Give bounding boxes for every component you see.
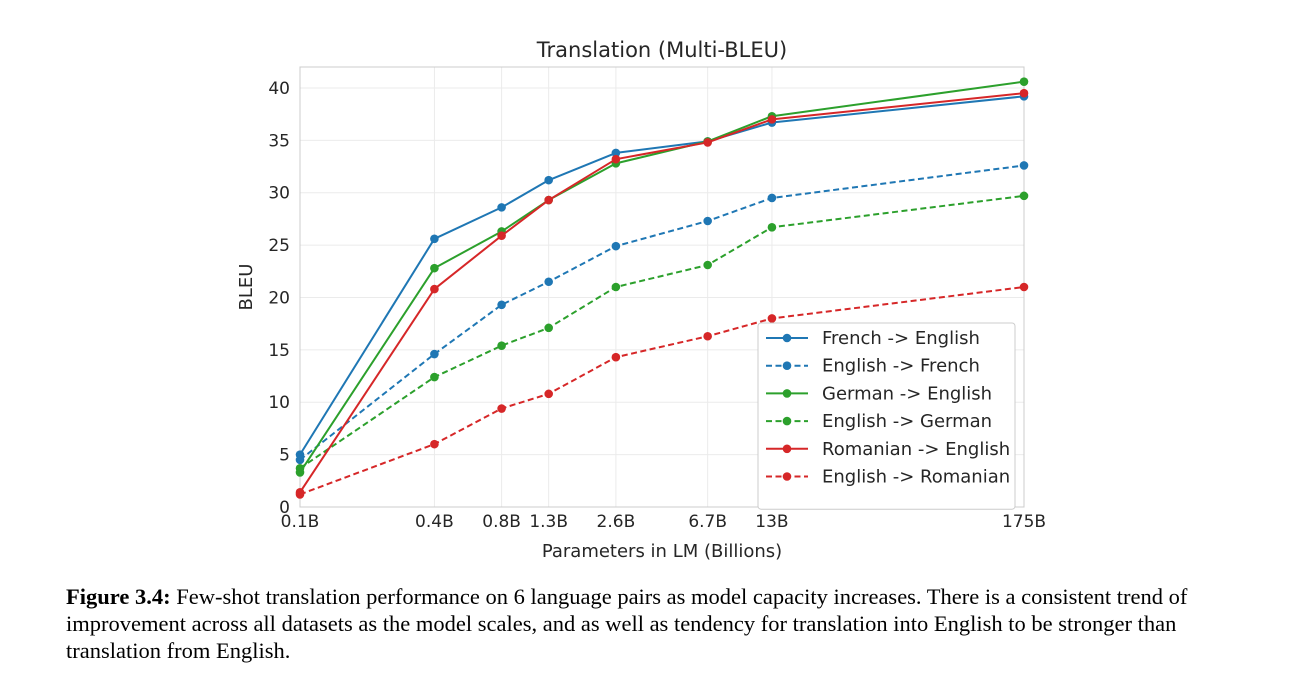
data-point bbox=[430, 284, 439, 294]
data-point bbox=[497, 203, 506, 212]
data-point bbox=[544, 195, 553, 205]
legend-label: Romanian -> English bbox=[822, 439, 1010, 460]
y-tick-label: 25 bbox=[268, 236, 290, 256]
y-tick-label: 15 bbox=[268, 341, 290, 361]
data-point bbox=[295, 490, 305, 499]
data-point bbox=[703, 138, 712, 147]
data-point bbox=[430, 234, 439, 244]
legend: French -> English English -> French German… bbox=[757, 322, 1016, 510]
data-point bbox=[1019, 282, 1029, 292]
x-tick-label: 6.7B bbox=[688, 512, 727, 532]
data-point bbox=[611, 241, 621, 251]
x-tick-label: 13B bbox=[755, 512, 788, 532]
axes: 0 5 10 15 20 25 30 35 40 0.1B 0.4B 0.8B 1.3B 2.6B 6.7B… bbox=[268, 66, 1046, 532]
series bbox=[295, 88, 1029, 497]
data-point bbox=[703, 331, 712, 341]
x-tick-label: 0.8B bbox=[482, 512, 521, 532]
legend-marker bbox=[782, 444, 792, 454]
data-point bbox=[430, 349, 439, 359]
data-point bbox=[497, 231, 506, 240]
data-point bbox=[1019, 77, 1029, 86]
caption-text: Few-shot translation performance on 6 la… bbox=[66, 584, 1188, 663]
data-point bbox=[544, 323, 553, 333]
legend-item: Romanian -> English bbox=[766, 439, 1010, 460]
chart-title: Translation (Multi-BLEU) bbox=[536, 38, 787, 62]
legend-item: English -> Romanian bbox=[766, 467, 1010, 488]
series-line bbox=[299, 164, 1025, 461]
legend-box bbox=[757, 322, 1016, 510]
x-tick-label: 0.1B bbox=[281, 512, 320, 532]
legend-item: English -> German bbox=[766, 411, 992, 432]
legend-label: French -> English bbox=[822, 328, 980, 349]
legend-item: French -> English bbox=[766, 328, 980, 349]
legend-label: English -> Romanian bbox=[822, 467, 1010, 488]
legend-marker bbox=[782, 472, 792, 481]
figure-caption: Figure 3.4: Few-shot translation perform… bbox=[66, 583, 1241, 664]
data-point bbox=[703, 216, 712, 226]
data-point bbox=[497, 404, 506, 413]
data-point bbox=[544, 175, 553, 185]
legend-marker bbox=[782, 361, 792, 371]
caption-label: Figure 3.4: bbox=[66, 584, 171, 609]
y-tick-label: 30 bbox=[268, 184, 290, 204]
series bbox=[295, 161, 1029, 465]
legend-marker bbox=[782, 389, 792, 398]
legend-marker bbox=[782, 333, 792, 343]
x-tick-label: 0.4B bbox=[415, 512, 454, 532]
series-line bbox=[299, 194, 1025, 470]
data-point bbox=[295, 463, 305, 473]
data-point bbox=[767, 193, 777, 203]
legend-label: English -> German bbox=[822, 411, 992, 432]
data-point bbox=[611, 148, 621, 158]
y-tick-label: 5 bbox=[279, 446, 290, 466]
y-axis-label: BLEU bbox=[236, 264, 257, 311]
data-point bbox=[497, 300, 506, 310]
data-point bbox=[295, 455, 305, 465]
series-line bbox=[299, 92, 1025, 493]
data-point bbox=[544, 277, 553, 287]
data-point bbox=[430, 372, 439, 382]
data-point bbox=[767, 222, 777, 232]
data-point bbox=[611, 282, 621, 292]
y-tick-label: 40 bbox=[268, 79, 290, 99]
data-point bbox=[703, 260, 712, 270]
x-tick-label: 2.6B bbox=[597, 512, 636, 532]
data-point bbox=[1019, 88, 1029, 98]
x-tick-label: 175B bbox=[1002, 512, 1046, 532]
data-point bbox=[767, 314, 777, 323]
x-tick-label: 1.3B bbox=[529, 512, 568, 532]
series bbox=[295, 191, 1029, 473]
data-point bbox=[430, 263, 439, 273]
data-point bbox=[430, 439, 439, 449]
data-point bbox=[1019, 191, 1029, 201]
data-point bbox=[1019, 161, 1029, 170]
legend-label: German -> English bbox=[822, 383, 992, 404]
x-axis-label: Parameters in LM (Billions) bbox=[542, 541, 782, 562]
series-line bbox=[299, 80, 1025, 473]
y-tick-label: 0 bbox=[279, 498, 290, 518]
data-point bbox=[497, 341, 506, 350]
data-point bbox=[767, 115, 777, 124]
series-line bbox=[299, 286, 1025, 496]
y-tick-label: 20 bbox=[268, 288, 290, 308]
legend-item: English -> French bbox=[766, 356, 980, 377]
legend-marker bbox=[782, 416, 792, 426]
y-tick-label: 35 bbox=[268, 131, 290, 151]
data-point bbox=[611, 352, 621, 362]
series-line bbox=[299, 95, 1025, 456]
y-tick-label: 10 bbox=[268, 393, 290, 413]
legend-item: German -> English bbox=[766, 383, 992, 404]
data-point bbox=[611, 154, 621, 164]
series-layer bbox=[295, 77, 1029, 499]
legend-label: English -> French bbox=[822, 356, 980, 377]
series bbox=[295, 282, 1029, 499]
data-point bbox=[544, 389, 553, 399]
